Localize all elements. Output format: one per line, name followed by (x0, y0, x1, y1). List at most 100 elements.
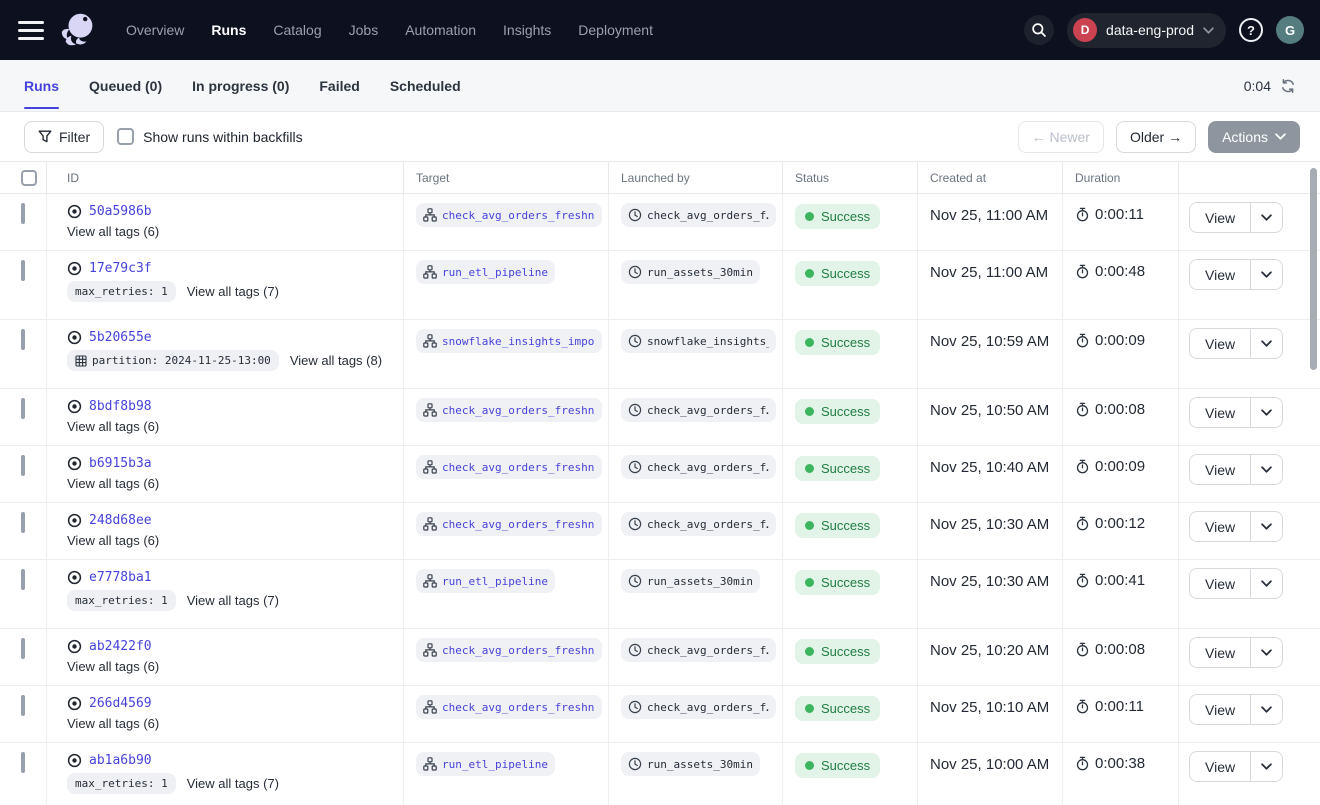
row-checkbox[interactable] (21, 512, 25, 533)
nav-item-deployment[interactable]: Deployment (578, 22, 653, 38)
show-backfills-toggle[interactable]: Show runs within backfills (117, 128, 303, 145)
run-id-link[interactable]: ab1a6b90 (89, 753, 152, 768)
row-checkbox[interactable] (21, 260, 25, 281)
tag-pill[interactable]: max_retries: 1 (67, 590, 176, 611)
view-all-tags-link[interactable]: View all tags (7) (187, 776, 279, 791)
target-link[interactable]: run_etl_pipeline (416, 752, 555, 776)
view-all-tags-link[interactable]: View all tags (6) (67, 476, 159, 491)
filter-button[interactable]: Filter (24, 121, 104, 153)
hamburger-menu-icon[interactable] (18, 21, 44, 40)
run-id-link[interactable]: 5b20655e (89, 330, 152, 345)
view-button[interactable]: View (1190, 638, 1250, 667)
refresh-icon[interactable] (1280, 78, 1296, 94)
view-button[interactable]: View (1190, 569, 1250, 598)
target-link[interactable]: check_avg_orders_freshne (416, 398, 602, 422)
view-all-tags-link[interactable]: View all tags (6) (67, 419, 159, 434)
dagster-logo-icon[interactable] (58, 9, 100, 51)
target-link[interactable]: run_etl_pipeline (416, 260, 555, 284)
target-link[interactable]: check_avg_orders_freshne (416, 455, 602, 479)
view-dropdown-button[interactable] (1250, 398, 1282, 427)
launched-by-tag[interactable]: check_avg_orders_f… (621, 695, 776, 719)
view-all-tags-link[interactable]: View all tags (7) (187, 593, 279, 608)
run-id-link[interactable]: 50a5986b (89, 204, 152, 219)
actions-button[interactable]: Actions (1208, 121, 1300, 153)
nav-item-catalog[interactable]: Catalog (273, 22, 321, 38)
row-checkbox[interactable] (21, 695, 25, 716)
view-all-tags-link[interactable]: View all tags (7) (187, 284, 279, 299)
target-link[interactable]: run_etl_pipeline (416, 569, 555, 593)
row-checkbox[interactable] (21, 569, 25, 590)
view-dropdown-button[interactable] (1250, 752, 1282, 781)
tag-pill[interactable]: max_retries: 1 (67, 281, 176, 302)
backfills-checkbox[interactable] (117, 128, 134, 145)
search-button[interactable] (1024, 15, 1054, 45)
view-dropdown-button[interactable] (1250, 260, 1282, 289)
target-link[interactable]: check_avg_orders_freshne (416, 512, 602, 536)
run-id-link[interactable]: 8bdf8b98 (89, 399, 152, 414)
view-dropdown-button[interactable] (1250, 329, 1282, 358)
row-checkbox[interactable] (21, 203, 25, 224)
view-button[interactable]: View (1190, 398, 1250, 427)
launched-by-tag[interactable]: check_avg_orders_f… (621, 455, 776, 479)
launched-by-tag[interactable]: run_assets_30min (621, 752, 760, 776)
row-checkbox[interactable] (21, 752, 25, 773)
view-button[interactable]: View (1190, 260, 1250, 289)
launched-by-tag[interactable]: check_avg_orders_f… (621, 512, 776, 536)
view-button[interactable]: View (1190, 203, 1250, 232)
user-avatar[interactable]: G (1276, 16, 1304, 44)
tag-pill[interactable]: max_retries: 1 (67, 773, 176, 794)
row-checkbox[interactable] (21, 329, 25, 350)
view-all-tags-link[interactable]: View all tags (6) (67, 533, 159, 548)
target-link[interactable]: check_avg_orders_freshne (416, 638, 602, 662)
run-id-link[interactable]: 266d4569 (89, 696, 152, 711)
tab-scheduled[interactable]: Scheduled (390, 60, 461, 111)
view-all-tags-link[interactable]: View all tags (6) (67, 224, 159, 239)
view-button[interactable]: View (1190, 512, 1250, 541)
older-button[interactable]: Older → (1116, 121, 1196, 153)
view-all-tags-link[interactable]: View all tags (6) (67, 716, 159, 731)
launched-by-tag[interactable]: snowflake_insights_… (621, 329, 776, 353)
newer-button[interactable]: ← Newer (1018, 121, 1104, 153)
view-dropdown-button[interactable] (1250, 512, 1282, 541)
row-checkbox[interactable] (21, 638, 25, 659)
view-button[interactable]: View (1190, 455, 1250, 484)
run-id-link[interactable]: ab2422f0 (89, 639, 152, 654)
launched-by-tag[interactable]: run_assets_30min (621, 569, 760, 593)
nav-item-runs[interactable]: Runs (211, 22, 246, 38)
view-dropdown-button[interactable] (1250, 638, 1282, 667)
nav-item-jobs[interactable]: Jobs (349, 22, 379, 38)
launched-by-tag[interactable]: run_assets_30min (621, 260, 760, 284)
view-button[interactable]: View (1190, 695, 1250, 724)
tab-runs[interactable]: Runs (24, 60, 59, 111)
row-checkbox[interactable] (21, 455, 25, 476)
target-link[interactable]: check_avg_orders_freshne (416, 695, 602, 719)
view-dropdown-button[interactable] (1250, 569, 1282, 598)
target-link[interactable]: check_avg_orders_freshne (416, 203, 602, 227)
tab-failed[interactable]: Failed (319, 60, 359, 111)
tag-pill[interactable]: partition: 2024-11-25-13:00 (67, 350, 279, 371)
nav-item-insights[interactable]: Insights (503, 22, 551, 38)
row-checkbox[interactable] (21, 398, 25, 419)
view-button[interactable]: View (1190, 329, 1250, 358)
target-link[interactable]: snowflake_insights_import (416, 329, 602, 353)
view-dropdown-button[interactable] (1250, 695, 1282, 724)
help-icon[interactable]: ? (1239, 18, 1263, 42)
view-dropdown-button[interactable] (1250, 203, 1282, 232)
tab-in-progress[interactable]: In progress (0) (192, 60, 289, 111)
view-all-tags-link[interactable]: View all tags (6) (67, 659, 159, 674)
launched-by-tag[interactable]: check_avg_orders_f… (621, 638, 776, 662)
select-all-checkbox[interactable] (21, 170, 37, 186)
run-id-link[interactable]: 17e79c3f (89, 261, 152, 276)
nav-item-overview[interactable]: Overview (126, 22, 184, 38)
deployment-selector[interactable]: D data-eng-prod (1067, 13, 1226, 48)
run-id-link[interactable]: b6915b3a (89, 456, 152, 471)
view-button[interactable]: View (1190, 752, 1250, 781)
tab-queued[interactable]: Queued (0) (89, 60, 162, 111)
run-id-link[interactable]: e7778ba1 (89, 570, 152, 585)
launched-by-tag[interactable]: check_avg_orders_f… (621, 398, 776, 422)
vertical-scrollbar[interactable] (1310, 168, 1317, 370)
run-id-link[interactable]: 248d68ee (89, 513, 152, 528)
view-all-tags-link[interactable]: View all tags (8) (290, 353, 382, 368)
launched-by-tag[interactable]: check_avg_orders_f… (621, 203, 776, 227)
nav-item-automation[interactable]: Automation (405, 22, 476, 38)
